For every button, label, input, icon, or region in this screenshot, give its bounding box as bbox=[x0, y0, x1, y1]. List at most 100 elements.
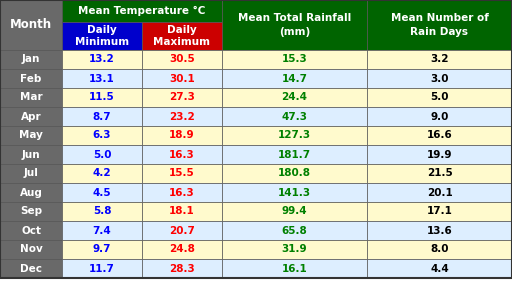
Text: 13.6: 13.6 bbox=[426, 226, 453, 236]
Text: 11.7: 11.7 bbox=[89, 263, 115, 274]
Text: 11.5: 11.5 bbox=[89, 92, 115, 102]
Bar bbox=[0, 259, 62, 278]
Text: 27.3: 27.3 bbox=[169, 92, 195, 102]
Bar bbox=[142, 164, 222, 183]
Bar bbox=[0, 221, 62, 240]
Bar bbox=[367, 183, 512, 202]
Bar bbox=[142, 22, 222, 50]
Text: Nov: Nov bbox=[19, 244, 42, 255]
Bar bbox=[222, 50, 367, 69]
Bar bbox=[62, 107, 142, 126]
Text: Jun: Jun bbox=[22, 149, 40, 160]
Text: Daily
Maximum: Daily Maximum bbox=[154, 25, 210, 47]
Bar bbox=[142, 126, 222, 145]
Text: Mean Temperature °C: Mean Temperature °C bbox=[78, 6, 206, 16]
Text: 30.1: 30.1 bbox=[169, 73, 195, 83]
Text: Sep: Sep bbox=[20, 207, 42, 216]
Text: 47.3: 47.3 bbox=[282, 112, 308, 121]
Bar bbox=[222, 126, 367, 145]
Text: 31.9: 31.9 bbox=[282, 244, 307, 255]
Bar bbox=[0, 50, 62, 69]
Text: Jul: Jul bbox=[24, 168, 38, 178]
Bar bbox=[367, 221, 512, 240]
Bar bbox=[222, 221, 367, 240]
Text: 8.0: 8.0 bbox=[430, 244, 449, 255]
Text: 13.1: 13.1 bbox=[89, 73, 115, 83]
Text: 127.3: 127.3 bbox=[278, 131, 311, 141]
Text: 4.5: 4.5 bbox=[93, 187, 111, 197]
Bar bbox=[0, 145, 62, 164]
Bar bbox=[142, 221, 222, 240]
Bar bbox=[222, 259, 367, 278]
Text: 180.8: 180.8 bbox=[278, 168, 311, 178]
Bar bbox=[367, 50, 512, 69]
Bar bbox=[222, 145, 367, 164]
Text: 16.6: 16.6 bbox=[426, 131, 453, 141]
Bar bbox=[142, 107, 222, 126]
Bar bbox=[142, 145, 222, 164]
Text: 141.3: 141.3 bbox=[278, 187, 311, 197]
Text: 5.0: 5.0 bbox=[430, 92, 449, 102]
Text: Oct: Oct bbox=[21, 226, 41, 236]
Bar bbox=[0, 183, 62, 202]
Bar bbox=[62, 50, 142, 69]
Bar bbox=[222, 164, 367, 183]
Text: 4.4: 4.4 bbox=[430, 263, 449, 274]
Text: Aug: Aug bbox=[19, 187, 42, 197]
Text: 30.5: 30.5 bbox=[169, 54, 195, 65]
Bar bbox=[367, 88, 512, 107]
Bar bbox=[367, 107, 512, 126]
Text: 3.2: 3.2 bbox=[430, 54, 449, 65]
Text: Mean Number of
Rain Days: Mean Number of Rain Days bbox=[391, 13, 488, 37]
Text: 9.7: 9.7 bbox=[93, 244, 111, 255]
Text: 20.1: 20.1 bbox=[426, 187, 453, 197]
Bar bbox=[0, 164, 62, 183]
Text: 18.1: 18.1 bbox=[169, 207, 195, 216]
Text: 15.3: 15.3 bbox=[282, 54, 307, 65]
Text: 99.4: 99.4 bbox=[282, 207, 307, 216]
Bar bbox=[367, 69, 512, 88]
Text: May: May bbox=[19, 131, 43, 141]
Text: Apr: Apr bbox=[20, 112, 41, 121]
Bar bbox=[142, 240, 222, 259]
Text: Dec: Dec bbox=[20, 263, 42, 274]
Text: 24.8: 24.8 bbox=[169, 244, 195, 255]
Bar bbox=[0, 107, 62, 126]
Bar bbox=[62, 202, 142, 221]
Bar bbox=[222, 69, 367, 88]
Text: 13.2: 13.2 bbox=[89, 54, 115, 65]
Bar bbox=[0, 240, 62, 259]
Bar bbox=[367, 164, 512, 183]
Text: 65.8: 65.8 bbox=[282, 226, 307, 236]
Text: 18.9: 18.9 bbox=[169, 131, 195, 141]
Text: 5.8: 5.8 bbox=[93, 207, 111, 216]
Text: Jan: Jan bbox=[22, 54, 40, 65]
Bar bbox=[62, 145, 142, 164]
Bar bbox=[142, 50, 222, 69]
Bar bbox=[0, 126, 62, 145]
Bar bbox=[62, 88, 142, 107]
Bar bbox=[222, 107, 367, 126]
Text: 17.1: 17.1 bbox=[426, 207, 453, 216]
Text: 21.5: 21.5 bbox=[426, 168, 453, 178]
Text: 6.3: 6.3 bbox=[93, 131, 111, 141]
Text: 5.0: 5.0 bbox=[93, 149, 111, 160]
Bar bbox=[367, 202, 512, 221]
Bar bbox=[142, 69, 222, 88]
Text: 7.4: 7.4 bbox=[93, 226, 112, 236]
Text: Mean Total Rainfall
(mm): Mean Total Rainfall (mm) bbox=[238, 13, 351, 37]
Bar bbox=[62, 259, 142, 278]
Text: 15.5: 15.5 bbox=[169, 168, 195, 178]
Bar bbox=[62, 221, 142, 240]
Bar bbox=[0, 0, 62, 50]
Bar bbox=[367, 259, 512, 278]
Text: 181.7: 181.7 bbox=[278, 149, 311, 160]
Bar bbox=[222, 202, 367, 221]
Bar bbox=[0, 88, 62, 107]
Bar bbox=[367, 240, 512, 259]
Bar bbox=[142, 88, 222, 107]
Text: 19.9: 19.9 bbox=[426, 149, 452, 160]
Text: Mar: Mar bbox=[19, 92, 42, 102]
Bar bbox=[62, 126, 142, 145]
Text: 24.4: 24.4 bbox=[282, 92, 308, 102]
